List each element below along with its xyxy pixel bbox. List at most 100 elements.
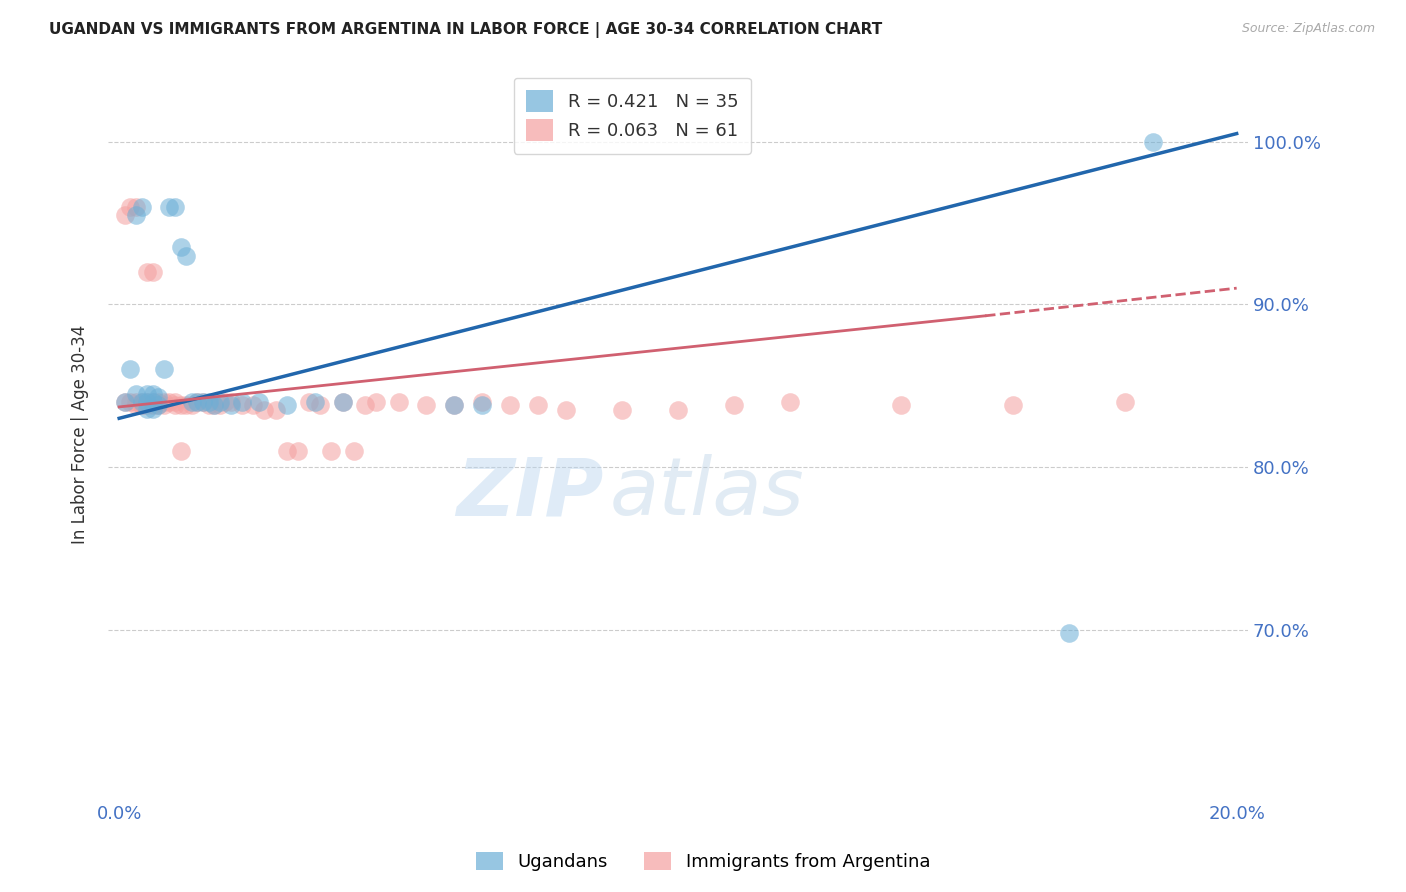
Point: [253, 403, 276, 417]
Point: [197, 395, 219, 409]
Point: [197, 398, 219, 412]
Point: [666, 403, 689, 417]
Point: [208, 398, 231, 412]
Point: [163, 398, 186, 412]
Point: [142, 395, 165, 409]
Point: [366, 395, 388, 409]
Point: [153, 362, 176, 376]
Point: [191, 395, 214, 409]
Point: [298, 395, 321, 409]
Point: [231, 398, 253, 412]
Point: [163, 200, 186, 214]
Point: [723, 398, 745, 412]
Point: [264, 403, 287, 417]
Point: [142, 265, 165, 279]
Point: [191, 395, 214, 409]
Point: [779, 395, 801, 409]
Point: [131, 395, 153, 409]
Point: [186, 395, 208, 409]
Legend: R = 0.421   N = 35, R = 0.063   N = 61: R = 0.421 N = 35, R = 0.063 N = 61: [513, 78, 751, 154]
Point: [610, 403, 633, 417]
Point: [1057, 626, 1080, 640]
Point: [471, 395, 494, 409]
Point: [332, 395, 354, 409]
Point: [142, 398, 165, 412]
Point: [142, 401, 165, 416]
Point: [1002, 398, 1025, 412]
Point: [343, 443, 366, 458]
Point: [214, 395, 236, 409]
Point: [131, 398, 153, 412]
Point: [114, 395, 136, 409]
Point: [125, 200, 148, 214]
Point: [332, 395, 354, 409]
Point: [287, 443, 309, 458]
Point: [555, 403, 578, 417]
Point: [136, 398, 159, 412]
Point: [114, 208, 136, 222]
Point: [527, 398, 550, 412]
Text: Source: ZipAtlas.com: Source: ZipAtlas.com: [1241, 22, 1375, 36]
Point: [242, 398, 264, 412]
Point: [148, 395, 170, 409]
Point: [125, 208, 148, 222]
Point: [231, 395, 253, 409]
Point: [153, 395, 176, 409]
Point: [136, 401, 159, 416]
Point: [443, 398, 465, 412]
Point: [186, 395, 208, 409]
Point: [153, 398, 176, 412]
Point: [136, 265, 159, 279]
Point: [136, 395, 159, 409]
Point: [387, 395, 409, 409]
Point: [174, 398, 197, 412]
Point: [276, 398, 298, 412]
Point: [159, 200, 181, 214]
Point: [202, 398, 225, 412]
Point: [890, 398, 912, 412]
Point: [321, 443, 343, 458]
Point: [415, 398, 437, 412]
Point: [169, 443, 191, 458]
Point: [169, 398, 191, 412]
Point: [159, 395, 181, 409]
Point: [120, 362, 142, 376]
Point: [131, 398, 153, 412]
Legend: Ugandans, Immigrants from Argentina: Ugandans, Immigrants from Argentina: [468, 845, 938, 879]
Point: [499, 398, 522, 412]
Point: [443, 398, 465, 412]
Point: [304, 395, 326, 409]
Point: [276, 443, 298, 458]
Point: [180, 395, 202, 409]
Point: [142, 387, 165, 401]
Point: [125, 398, 148, 412]
Point: [148, 398, 170, 412]
Text: atlas: atlas: [610, 454, 804, 533]
Point: [148, 398, 170, 412]
Point: [219, 395, 242, 409]
Point: [120, 395, 142, 409]
Point: [1142, 135, 1164, 149]
Point: [247, 395, 270, 409]
Point: [208, 395, 231, 409]
Point: [131, 200, 153, 214]
Point: [180, 398, 202, 412]
Point: [125, 387, 148, 401]
Point: [136, 395, 159, 409]
Point: [174, 249, 197, 263]
Point: [1114, 395, 1136, 409]
Point: [136, 387, 159, 401]
Point: [354, 398, 377, 412]
Point: [148, 390, 170, 404]
Point: [309, 398, 332, 412]
Text: UGANDAN VS IMMIGRANTS FROM ARGENTINA IN LABOR FORCE | AGE 30-34 CORRELATION CHAR: UGANDAN VS IMMIGRANTS FROM ARGENTINA IN …: [49, 22, 883, 38]
Point: [125, 395, 148, 409]
Point: [471, 398, 494, 412]
Point: [219, 398, 242, 412]
Y-axis label: In Labor Force | Age 30-34: In Labor Force | Age 30-34: [72, 325, 89, 544]
Point: [142, 395, 165, 409]
Point: [202, 398, 225, 412]
Point: [114, 395, 136, 409]
Point: [120, 200, 142, 214]
Text: ZIP: ZIP: [457, 454, 603, 533]
